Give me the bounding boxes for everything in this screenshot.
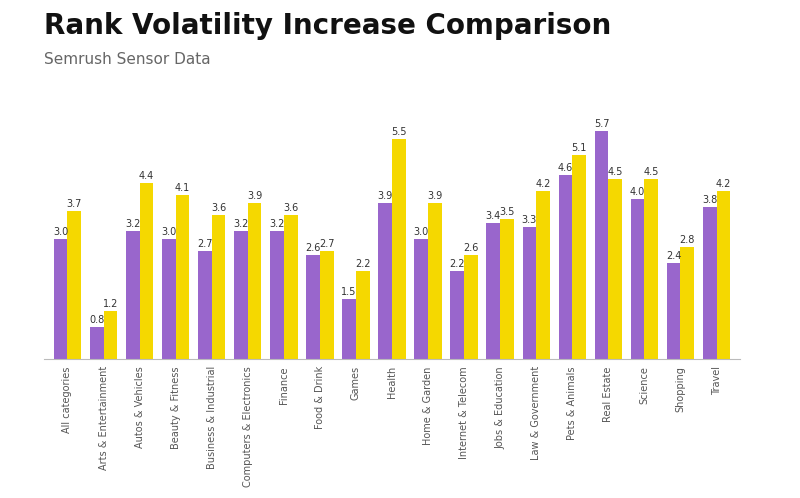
Bar <box>126 231 139 359</box>
Bar <box>284 215 298 359</box>
Text: semrush.com: semrush.com <box>14 471 99 484</box>
Text: 5.7: 5.7 <box>594 120 610 129</box>
Bar <box>342 299 356 359</box>
Text: 1.5: 1.5 <box>342 287 357 297</box>
Text: 3.5: 3.5 <box>499 207 514 217</box>
Bar <box>320 251 334 359</box>
Bar <box>450 271 464 359</box>
Text: 4.2: 4.2 <box>716 179 731 189</box>
Bar <box>681 247 694 359</box>
Text: 2.4: 2.4 <box>666 251 682 261</box>
Bar <box>630 199 645 359</box>
Bar <box>558 175 572 359</box>
Text: 3.9: 3.9 <box>247 191 262 201</box>
Bar <box>162 239 176 359</box>
Text: 3.3: 3.3 <box>522 215 537 225</box>
Bar <box>198 251 212 359</box>
Text: 3.8: 3.8 <box>702 195 718 205</box>
Bar <box>356 271 370 359</box>
Bar <box>176 195 190 359</box>
Text: 3.4: 3.4 <box>486 211 501 221</box>
Bar <box>54 239 67 359</box>
Text: 3.9: 3.9 <box>427 191 442 201</box>
Bar <box>67 211 81 359</box>
Text: 1.2: 1.2 <box>102 299 118 309</box>
Text: 3.0: 3.0 <box>414 227 429 237</box>
Bar <box>90 327 103 359</box>
Bar <box>270 231 284 359</box>
Text: 0.8: 0.8 <box>89 315 104 325</box>
Text: 2.7: 2.7 <box>319 239 334 249</box>
Text: 4.1: 4.1 <box>175 183 190 193</box>
Text: 3.9: 3.9 <box>378 191 393 201</box>
Text: 4.6: 4.6 <box>558 163 573 173</box>
Text: SEMRUSH: SEMRUSH <box>698 470 782 485</box>
Text: 3.2: 3.2 <box>234 219 249 229</box>
Text: 4.4: 4.4 <box>138 171 154 181</box>
Bar <box>392 139 406 359</box>
Text: 3.0: 3.0 <box>161 227 177 237</box>
Bar <box>703 207 717 359</box>
Text: 3.6: 3.6 <box>283 203 298 213</box>
Text: 4.0: 4.0 <box>630 187 646 197</box>
Text: 4.5: 4.5 <box>643 167 659 177</box>
Bar <box>234 231 248 359</box>
Bar <box>139 183 154 359</box>
Text: Semrush Sensor Data: Semrush Sensor Data <box>44 52 210 67</box>
Bar <box>464 255 478 359</box>
Bar <box>536 191 550 359</box>
Bar <box>645 179 658 359</box>
Text: 3.6: 3.6 <box>211 203 226 213</box>
Text: 2.2: 2.2 <box>355 259 370 269</box>
Bar <box>572 155 586 359</box>
Text: 2.6: 2.6 <box>463 243 478 253</box>
Text: Rank Volatility Increase Comparison: Rank Volatility Increase Comparison <box>44 12 611 40</box>
Bar <box>500 219 514 359</box>
Bar <box>608 179 622 359</box>
Bar <box>212 215 226 359</box>
Bar <box>103 311 118 359</box>
Text: 3.2: 3.2 <box>125 219 141 229</box>
Bar <box>717 191 730 359</box>
Text: 2.8: 2.8 <box>680 235 695 245</box>
Text: 2.6: 2.6 <box>306 243 321 253</box>
Text: 4.2: 4.2 <box>535 179 550 189</box>
Bar <box>428 203 442 359</box>
Text: 4.5: 4.5 <box>607 167 623 177</box>
Text: 2.7: 2.7 <box>197 239 213 249</box>
Text: 5.1: 5.1 <box>571 143 587 153</box>
Text: 3.2: 3.2 <box>270 219 285 229</box>
Text: 3.0: 3.0 <box>53 227 68 237</box>
Bar <box>248 203 262 359</box>
Text: 5.5: 5.5 <box>391 127 406 137</box>
Bar <box>486 223 500 359</box>
Bar <box>378 203 392 359</box>
Bar <box>414 239 428 359</box>
Text: 2.2: 2.2 <box>450 259 465 269</box>
Bar <box>594 131 608 359</box>
Bar <box>306 255 320 359</box>
Bar <box>666 263 681 359</box>
Bar <box>522 227 536 359</box>
Text: 3.7: 3.7 <box>66 199 82 209</box>
